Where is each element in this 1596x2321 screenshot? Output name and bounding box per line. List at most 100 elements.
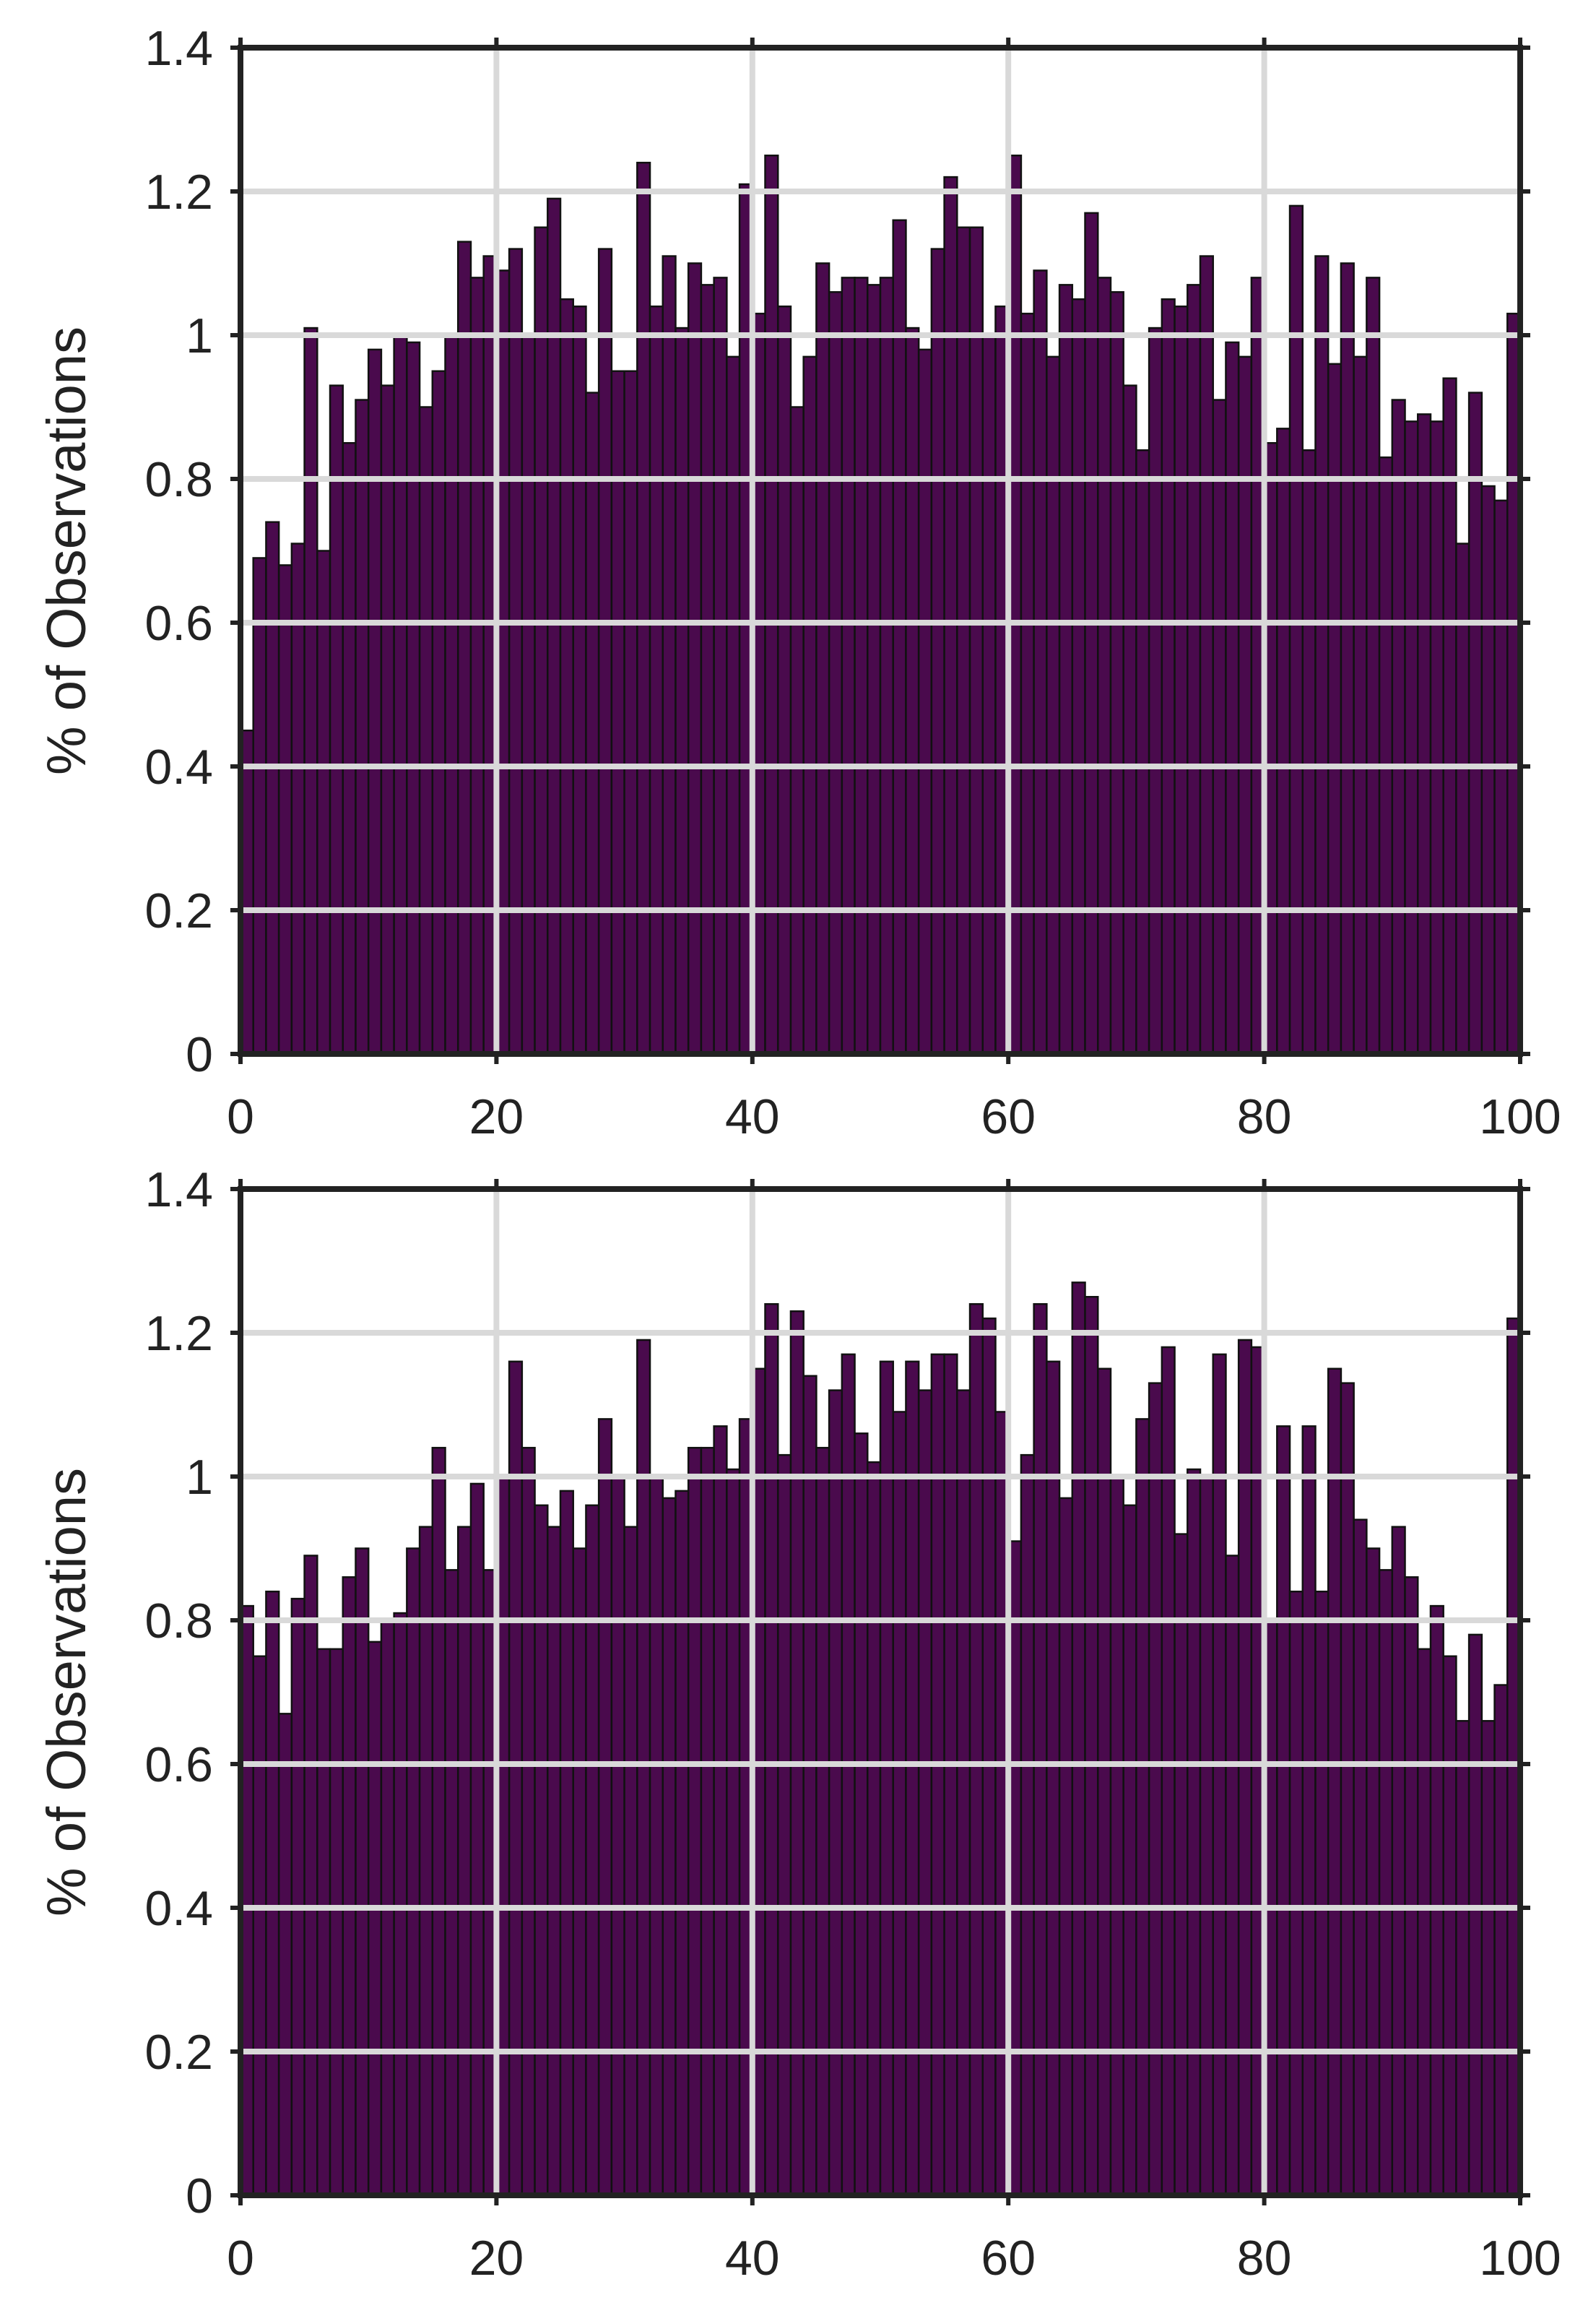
x-tick-label: 20 — [469, 2231, 524, 2286]
histogram-bar — [1340, 1382, 1355, 2197]
x-tick-label: 0 — [227, 2231, 254, 2286]
histogram-bar — [1174, 305, 1189, 1055]
histogram-bar — [597, 248, 613, 1055]
histogram-bar — [1314, 255, 1330, 1055]
histogram-bar — [1429, 1604, 1444, 2197]
histogram-bar — [854, 277, 869, 1055]
histogram-bar — [802, 1375, 817, 2197]
histogram-bar — [1404, 1576, 1419, 2197]
y-tick-label: 0.2 — [144, 2025, 213, 2080]
y-tick-label: 0.2 — [144, 883, 213, 938]
histogram-bar — [431, 1446, 446, 2197]
histogram-bar — [930, 248, 945, 1055]
histogram-bar — [380, 384, 395, 1055]
histogram-bar — [1301, 1425, 1317, 2197]
histogram-bar — [1391, 1526, 1406, 2197]
histogram-bar — [367, 348, 383, 1055]
top-histogram: 0 0.2 0.4 0.6 0.8 1 1.2 1.4 0 20 40 60 80 100 % of Obs… — [36, 21, 1561, 1144]
histogram-bar — [1046, 1360, 1061, 2197]
x-tick-label: 40 — [725, 2231, 780, 2286]
histogram-bar — [649, 1475, 664, 2197]
histogram-bar — [572, 305, 587, 1055]
histogram-bar — [585, 1504, 600, 2197]
histogram-bar — [418, 406, 434, 1055]
histogram-bar — [597, 1418, 613, 2197]
histogram-bar — [1161, 298, 1176, 1055]
histogram-bar — [1187, 284, 1202, 1055]
histogram-bar — [662, 1497, 677, 2197]
histogram-bar — [521, 334, 536, 1055]
histogram-bar — [444, 334, 459, 1055]
histogram-bar — [456, 241, 472, 1055]
histogram-bar — [700, 1446, 715, 2197]
histogram-bar — [559, 298, 574, 1055]
histogram-bar — [1455, 1720, 1470, 2197]
histogram-bar — [610, 370, 625, 1055]
histogram-bar — [789, 1310, 804, 2197]
y-tick-label: 0.8 — [144, 1594, 213, 1648]
histogram-bar — [815, 1446, 830, 2197]
y-tick-label: 0 — [186, 2169, 213, 2223]
histogram-bar — [329, 384, 344, 1055]
histogram-bar — [534, 1504, 549, 2197]
histogram-bar — [431, 370, 446, 1055]
histogram-bar — [662, 255, 677, 1055]
histogram-bar — [1480, 1720, 1496, 2197]
histogram-bar — [1096, 277, 1112, 1055]
histogram-bar — [277, 1713, 293, 2197]
histogram-bar — [1020, 312, 1035, 1055]
histogram-bar — [687, 1446, 703, 2197]
histogram-bar — [1442, 1655, 1457, 2197]
histogram-bar — [841, 1353, 856, 2197]
histogram-bar — [1199, 255, 1214, 1055]
histogram-bar — [1135, 449, 1150, 1055]
y-axis-title: % of Observations — [36, 327, 97, 775]
histogram-bar — [764, 1302, 779, 2197]
histogram-bar — [828, 291, 843, 1055]
histogram-bar — [252, 557, 267, 1055]
histogram-bar — [1366, 277, 1381, 1055]
histogram-bar — [943, 1353, 958, 2197]
histogram-bar — [943, 176, 958, 1055]
histogram-bar — [892, 1411, 907, 2197]
histogram-bar — [1033, 1302, 1048, 2197]
histogram-bar — [1071, 1281, 1086, 2197]
histogram-bar — [547, 1526, 562, 2197]
histogram-bar — [1096, 1367, 1112, 2197]
x-tick-label: 80 — [1237, 2231, 1292, 2286]
x-tick-label: 100 — [1479, 2231, 1561, 2286]
histogram-bar — [636, 1339, 651, 2197]
histogram-bar — [854, 1432, 869, 2197]
y-axis-title: % of Observations — [36, 1468, 97, 1916]
y-tick-label: 1.2 — [144, 1306, 213, 1361]
histogram-bar — [534, 226, 549, 1055]
histogram-bar — [1135, 1418, 1150, 2197]
histogram-bar — [968, 226, 984, 1055]
histogram-bar — [1416, 413, 1432, 1055]
histogram-bar — [393, 1612, 408, 2197]
histogram-bar — [1429, 420, 1444, 1055]
histogram-bar — [1084, 1296, 1099, 2197]
histogram-bar — [342, 1576, 357, 2197]
histogram-bar — [1340, 262, 1355, 1055]
histogram-bar — [981, 334, 997, 1055]
histogram-bar — [355, 399, 370, 1055]
histogram-bar — [1327, 1367, 1343, 2197]
histogram-bar — [623, 1526, 638, 2197]
y-tick-label: 0.6 — [144, 1737, 213, 1792]
histogram-bar — [1122, 384, 1137, 1055]
histogram-bar — [905, 327, 920, 1055]
histogram-bar — [1071, 298, 1086, 1055]
histogram-bar — [1276, 428, 1291, 1055]
histogram-bar — [585, 392, 600, 1055]
histogram-bar — [930, 1353, 945, 2197]
y-tick-label: 0 — [186, 1027, 213, 1082]
histogram-bar — [867, 1461, 882, 2197]
histogram-bar — [1084, 212, 1099, 1055]
histogram-bar — [841, 277, 856, 1055]
histogram-bar — [367, 1641, 383, 2197]
bottom-histogram: 0 0.2 0.4 0.6 0.8 1 1.2 1.4 0 20 40 60 80 100 % of Obs… — [36, 1162, 1561, 2286]
histogram-bar — [879, 1360, 894, 2197]
